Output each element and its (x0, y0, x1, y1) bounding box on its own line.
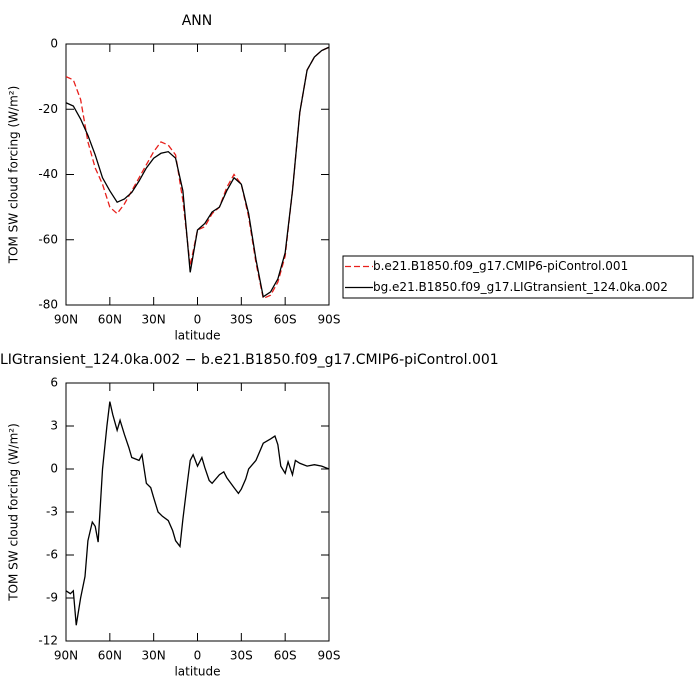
plot-frame (65, 43, 330, 306)
y-tick-label: -3 (46, 505, 58, 519)
x-tick-label: 90S (318, 313, 341, 327)
legend-label: bg.e21.B1850.f09_g17.LIGtransient_124.0k… (373, 280, 668, 294)
y-tick-label: -80 (38, 298, 58, 312)
y-tick-label: 0 (50, 462, 58, 476)
y-tick-label: -9 (46, 591, 58, 605)
x-tick-label: 60N (98, 313, 122, 327)
x-tick-label: 30S (230, 649, 253, 663)
x-tick-label: 90S (318, 649, 341, 663)
legend: b.e21.B1850.f09_g17.CMIP6-piControl.001b… (342, 255, 694, 299)
x-tick-label: 90N (54, 313, 78, 327)
x-tick-label: 0 (194, 313, 202, 327)
y-tick-label: -6 (46, 548, 58, 562)
x-tick-label: 60S (274, 649, 297, 663)
y-tick-label: -12 (38, 634, 58, 648)
x-tick-label: 30N (142, 313, 166, 327)
y-tick-label: 6 (50, 376, 58, 390)
x-axis-label: latitude (174, 329, 220, 343)
x-tick-label: 0 (194, 649, 202, 663)
legend-label: b.e21.B1850.f09_g17.CMIP6-piControl.001 (373, 259, 628, 273)
y-tick-label: -20 (38, 102, 58, 116)
data-line (65, 401, 330, 626)
chart-title: ANN (182, 13, 213, 29)
data-line (65, 46, 330, 300)
y-tick-label: 0 (50, 37, 58, 51)
x-tick-label: 30N (142, 649, 166, 663)
plot-frame (65, 382, 330, 642)
x-tick-label: 30S (230, 313, 253, 327)
x-tick-label: 60N (98, 649, 122, 663)
y-tick-label: -60 (38, 232, 58, 246)
y-axis-label: TOM SW cloud forcing (W/m²) (7, 423, 21, 602)
chart-title: LIGtransient_124.0ka.002 − b.e21.B1850.f… (0, 352, 499, 368)
legend-box (342, 255, 694, 299)
x-tick-label: 90N (54, 649, 78, 663)
y-axis-label: TOM SW cloud forcing (W/m²) (7, 86, 21, 265)
y-tick-label: 3 (50, 419, 58, 433)
x-axis-label: latitude (174, 665, 220, 679)
data-line (65, 46, 330, 298)
x-tick-label: 60S (274, 313, 297, 327)
y-tick-label: -40 (38, 167, 58, 181)
